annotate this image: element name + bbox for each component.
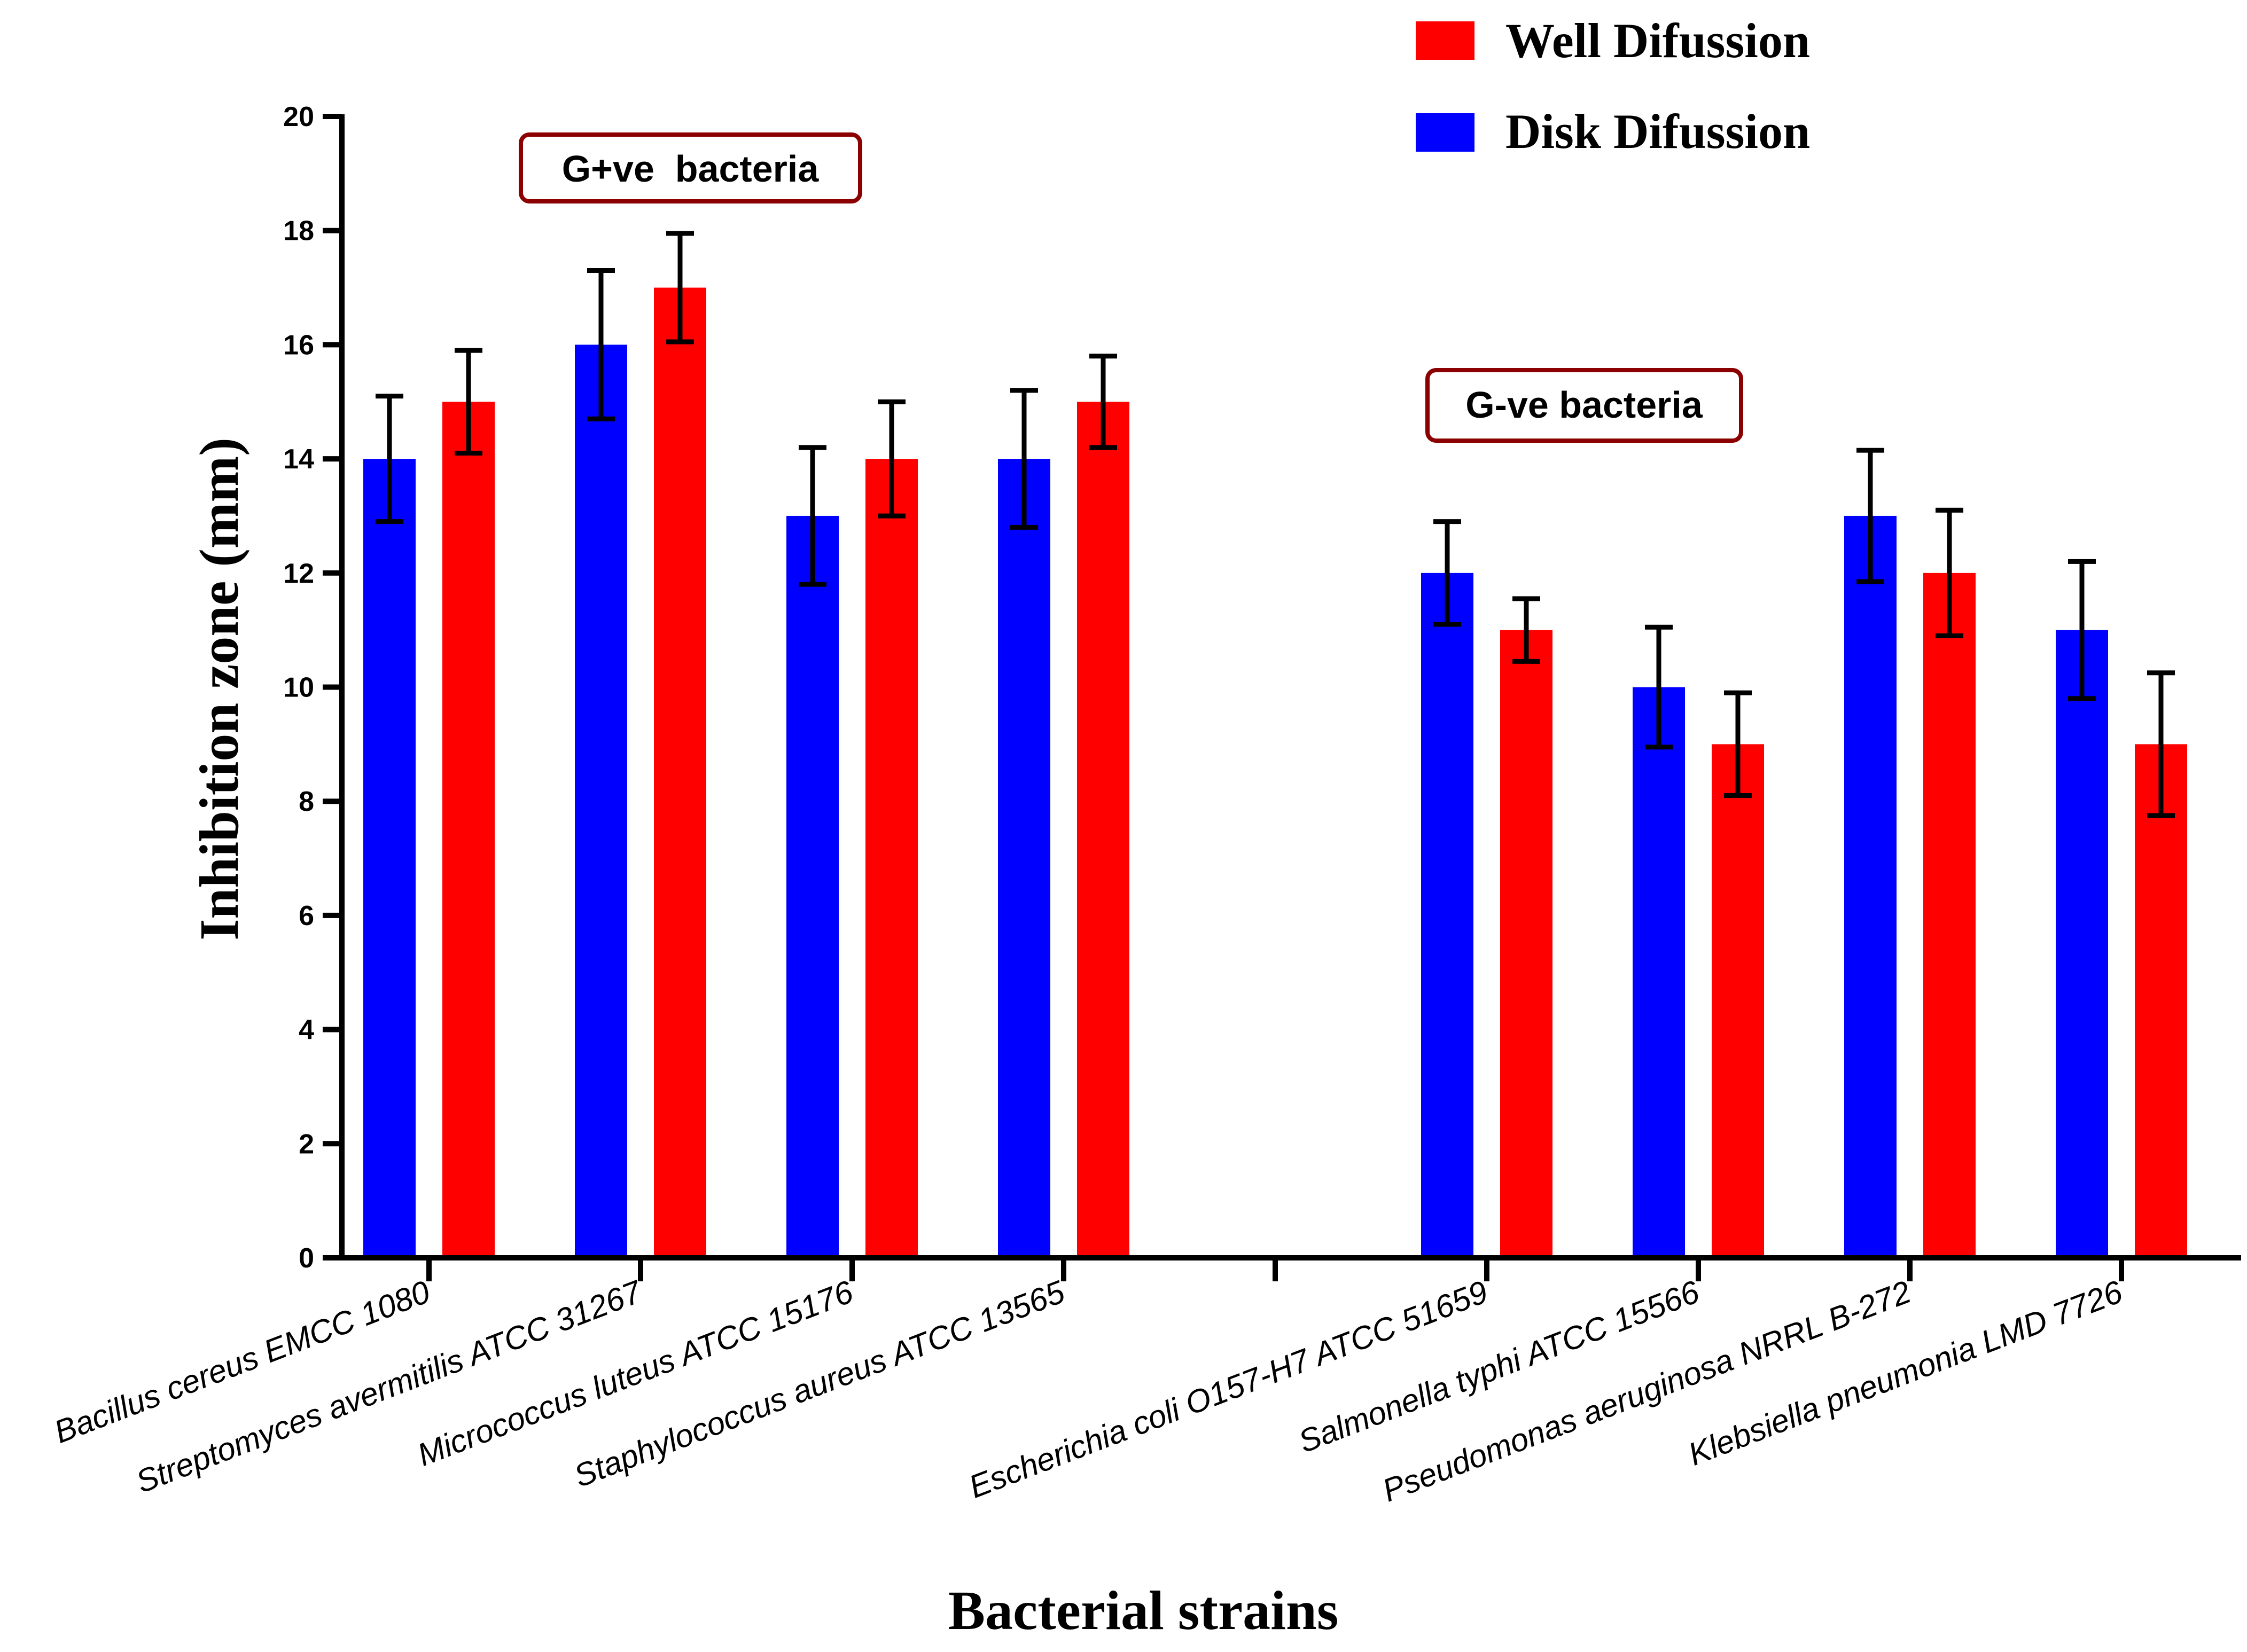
y-tick-label: 20 xyxy=(283,101,314,132)
bar-well-1 xyxy=(654,287,706,1258)
bars xyxy=(363,287,2187,1258)
axes xyxy=(339,114,2241,1260)
group-label-box xyxy=(519,132,862,203)
y-tick-label: 16 xyxy=(283,330,314,361)
legend-label-disk: Disk Difussion xyxy=(1505,104,1810,159)
group-label-gram-positive: G+ve bacteria xyxy=(519,132,862,203)
group-label-text: G-ve bacteria xyxy=(1465,384,1703,426)
bar-disk-0 xyxy=(363,459,416,1258)
y-axis-ticks: 0 2 4 6 8 10 12 14 16 18 20 xyxy=(283,101,342,1274)
y-tick-label: 2 xyxy=(299,1129,314,1160)
legend-swatch-well xyxy=(1416,21,1474,60)
y-tick-label: 14 xyxy=(283,444,314,475)
bar-well-5 xyxy=(1500,630,1552,1258)
y-tick-label: 12 xyxy=(283,558,314,589)
legend-swatch-disk xyxy=(1416,113,1474,152)
bar-well-6 xyxy=(1712,744,1764,1258)
bar-well-0 xyxy=(442,402,495,1258)
y-tick-label: 10 xyxy=(283,672,314,703)
bar-disk-3 xyxy=(998,459,1050,1258)
y-axis-title: Inhibition zone (mm) xyxy=(189,437,250,941)
legend-label-well: Well Difussion xyxy=(1505,13,1810,68)
bar-well-2 xyxy=(865,459,918,1258)
error-bars xyxy=(376,231,2175,818)
y-tick-label: 8 xyxy=(299,786,314,817)
group-label-text: G+ve bacteria xyxy=(562,148,820,190)
bar-disk-5 xyxy=(1421,573,1473,1258)
y-tick-label: 18 xyxy=(283,216,314,247)
bar-well-8 xyxy=(2135,744,2187,1258)
y-tick-label: 0 xyxy=(299,1243,314,1274)
bar-disk-6 xyxy=(1633,687,1685,1258)
bar-well-7 xyxy=(1923,573,1976,1258)
bar-disk-7 xyxy=(1844,515,1897,1258)
group-label-box xyxy=(1425,368,1743,443)
bar-disk-2 xyxy=(786,515,839,1258)
y-tick-label: 4 xyxy=(299,1015,314,1046)
bar-well-3 xyxy=(1077,402,1129,1258)
x-axis-title: Bacterial strains xyxy=(948,1580,1339,1641)
bar-disk-1 xyxy=(575,345,627,1258)
bar-disk-8 xyxy=(2056,630,2108,1258)
y-tick-label: 6 xyxy=(299,901,314,931)
group-label-gram-negative: G-ve bacteria xyxy=(1425,368,1743,443)
legend: Well Difussion Disk Difussion xyxy=(1416,13,1810,159)
